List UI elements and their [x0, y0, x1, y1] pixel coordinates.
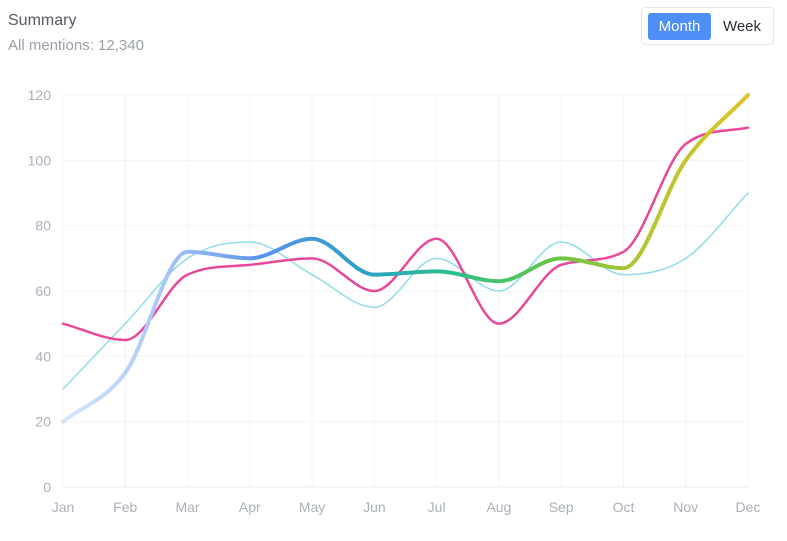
x-tick-label: Sep: [549, 499, 574, 515]
x-tick-label: Mar: [175, 499, 199, 515]
y-tick-label: 100: [28, 152, 52, 168]
month-button[interactable]: Month: [648, 13, 711, 40]
series-line-1: [62, 192, 749, 390]
mentions-summary: All mentions: 12,340: [8, 37, 144, 54]
x-tick-label: Dec: [736, 499, 761, 515]
x-tick-label: Feb: [113, 499, 137, 515]
y-tick-label: 40: [35, 348, 51, 364]
y-tick-label: 80: [35, 218, 51, 234]
x-tick-label: Jan: [52, 499, 75, 515]
x-tick-label: May: [299, 499, 325, 515]
series-line-3: [61, 93, 750, 424]
period-toggle: Month Week: [641, 7, 774, 45]
series-line-2: [61, 126, 750, 342]
chart-title: Summary: [8, 12, 77, 29]
x-tick-label: Aug: [486, 499, 511, 515]
x-tick-label: Apr: [239, 499, 261, 515]
y-tick-label: 0: [43, 479, 51, 495]
x-tick-label: Nov: [673, 499, 698, 515]
y-tick-label: 20: [35, 414, 51, 430]
x-tick-label: Jun: [363, 499, 386, 515]
y-tick-label: 120: [28, 87, 52, 103]
week-button[interactable]: Week: [722, 18, 762, 35]
y-tick-label: 60: [35, 283, 51, 299]
chart-header: Summary All mentions: 12,340: [8, 10, 144, 57]
x-tick-label: Jul: [428, 499, 446, 515]
x-tick-label: Oct: [613, 499, 635, 515]
